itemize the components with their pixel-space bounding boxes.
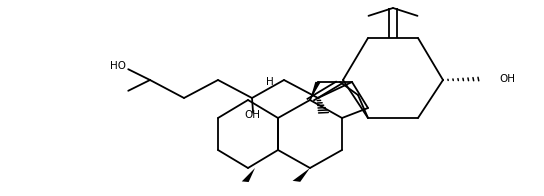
Text: H: H xyxy=(266,77,274,87)
Text: HO: HO xyxy=(109,61,126,71)
Polygon shape xyxy=(293,168,310,182)
Text: OH: OH xyxy=(499,74,515,84)
Text: OH: OH xyxy=(244,110,260,120)
Polygon shape xyxy=(310,82,320,100)
Polygon shape xyxy=(242,168,255,182)
